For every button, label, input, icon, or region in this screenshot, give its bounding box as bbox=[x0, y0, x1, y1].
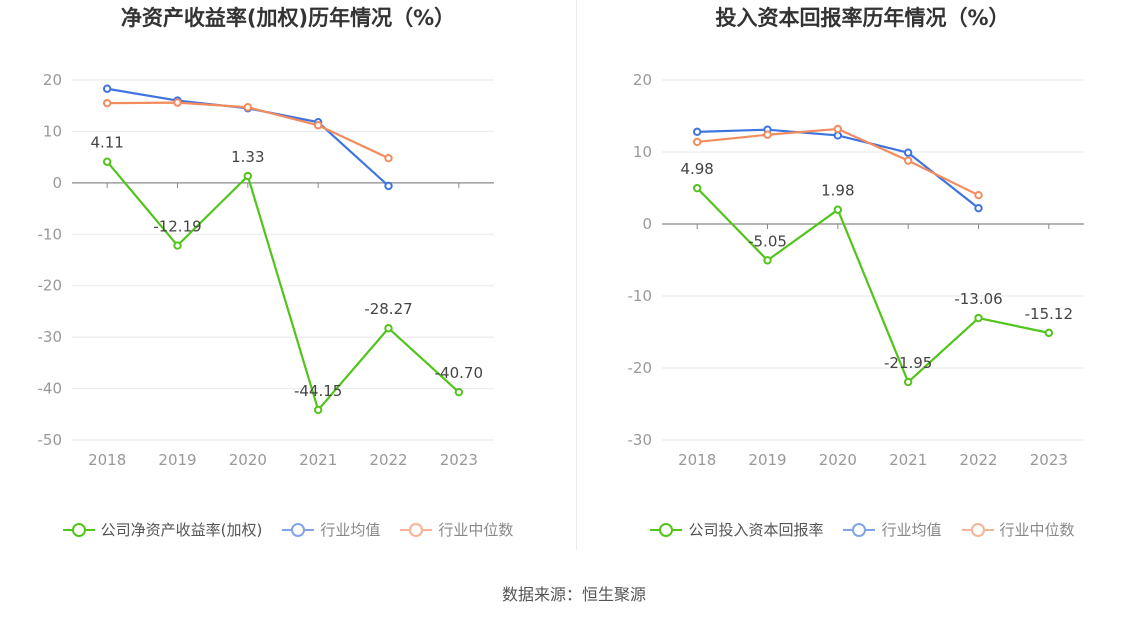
data-point-median bbox=[833, 124, 843, 134]
legend-label: 行业均值 bbox=[881, 521, 942, 539]
y-tick-label: -10 bbox=[38, 225, 63, 243]
data-label: -12.19 bbox=[153, 218, 201, 236]
data-label: -40.70 bbox=[435, 364, 483, 382]
x-tick-label: 2023 bbox=[1030, 451, 1068, 469]
roic-chart-panel: 投入资本回报率历年情况（%） 20 10 0 -10 -20 -30 2018 2019 202… bbox=[577, 0, 1148, 560]
data-label: -44.15 bbox=[294, 382, 342, 400]
y-tick-label: 10 bbox=[43, 122, 62, 140]
y-tick-label: 20 bbox=[633, 71, 652, 89]
x-tick-label: 2021 bbox=[299, 451, 337, 469]
data-point-median bbox=[974, 191, 983, 200]
y-tick-label: -40 bbox=[38, 380, 63, 398]
data-point-median bbox=[692, 137, 702, 147]
x-tick-label: 2021 bbox=[889, 451, 927, 469]
data-point-median bbox=[173, 98, 182, 107]
data-point-avg bbox=[974, 203, 983, 213]
data-point-company bbox=[974, 313, 983, 323]
data-point-company bbox=[833, 205, 843, 214]
legend-item-avg[interactable]: 行业均值 bbox=[282, 519, 380, 540]
series-line-company bbox=[696, 187, 1050, 384]
data-point-median bbox=[102, 98, 112, 108]
data-point-median bbox=[243, 103, 253, 112]
data-point-company bbox=[102, 157, 112, 166]
data-point-avg bbox=[833, 131, 843, 140]
chart-legend: 公司净资产收益率(加权) 行业均值 行业中位数 bbox=[0, 519, 576, 540]
x-tick-label: 2023 bbox=[440, 451, 478, 469]
legend-line-dot-icon bbox=[961, 522, 994, 537]
chart-title: 投入资本回报率历年情况（%） bbox=[715, 6, 1010, 30]
data-point-median bbox=[763, 130, 772, 139]
data-point-company bbox=[243, 171, 253, 181]
data-label: 4.11 bbox=[90, 134, 123, 152]
data-point-avg bbox=[384, 181, 393, 191]
series-line-company bbox=[106, 161, 460, 413]
data-point-median bbox=[384, 153, 393, 163]
x-tick-label: 2022 bbox=[369, 451, 407, 469]
roe-line-chart: 20 10 0 -10 -20 -30 -40 -50 2018 2019 2020 2021 2022… bbox=[38, 71, 494, 469]
y-tick-label: -50 bbox=[38, 431, 63, 449]
x-tick-label: 2020 bbox=[819, 451, 857, 469]
chart-legend: 公司投入资本回报率 行业均值 行业中位数 bbox=[577, 519, 1148, 540]
chart-title: 净资产收益率(加权)历年情况（%） bbox=[120, 6, 456, 30]
data-label: -13.06 bbox=[954, 290, 1002, 308]
y-tick-label: 0 bbox=[642, 215, 652, 233]
x-tick-label: 2019 bbox=[748, 451, 786, 469]
legend-item-company[interactable]: 公司净资产收益率(加权) bbox=[62, 519, 263, 540]
y-tick-label: 0 bbox=[52, 174, 62, 192]
y-tick-label: -20 bbox=[38, 277, 63, 295]
data-point-company bbox=[692, 183, 702, 193]
data-point-company bbox=[313, 405, 323, 415]
roe-chart-panel: 净资产收益率(加权)历年情况（%） 20 10 0 -10 -20 -30 -40 -50 20… bbox=[0, 0, 576, 560]
data-point-company bbox=[173, 241, 182, 250]
legend-label: 公司投入资本回报率 bbox=[688, 521, 824, 539]
data-point-company bbox=[384, 324, 393, 333]
x-tick-label: 2018 bbox=[678, 451, 716, 469]
y-tick-label: -20 bbox=[628, 359, 653, 377]
legend-item-avg[interactable]: 行业均值 bbox=[843, 519, 942, 540]
legend-item-median[interactable]: 行业中位数 bbox=[961, 519, 1075, 540]
legend-line-dot-icon bbox=[282, 522, 315, 537]
legend-label: 公司净资产收益率(加权) bbox=[100, 521, 263, 539]
x-tick-label: 2020 bbox=[229, 451, 267, 469]
legend-label: 行业中位数 bbox=[438, 521, 514, 539]
y-tick-label: -30 bbox=[38, 328, 63, 346]
data-label: -5.05 bbox=[748, 232, 787, 250]
y-tick-label: -30 bbox=[628, 431, 653, 449]
data-point-avg bbox=[102, 84, 112, 93]
panel-divider bbox=[576, 0, 577, 550]
y-tick-label: -10 bbox=[628, 287, 653, 305]
legend-label: 行业均值 bbox=[320, 521, 381, 539]
legend-line-dot-icon bbox=[843, 522, 876, 537]
data-point-median bbox=[313, 121, 323, 130]
data-point-median bbox=[903, 156, 913, 165]
data-label: 4.98 bbox=[680, 160, 713, 178]
legend-line-dot-icon bbox=[400, 522, 433, 537]
legend-item-company[interactable]: 公司投入资本回报率 bbox=[650, 519, 823, 540]
y-tick-label: 10 bbox=[633, 143, 652, 161]
data-point-company bbox=[454, 387, 464, 397]
data-label: 1.98 bbox=[821, 182, 854, 200]
data-label: 1.33 bbox=[231, 148, 264, 166]
roic-line-chart: 20 10 0 -10 -20 -30 2018 2019 2020 2021 2022 2023 4.… bbox=[628, 71, 1084, 469]
x-tick-label: 2019 bbox=[158, 451, 196, 469]
data-point-avg bbox=[903, 148, 913, 157]
data-point-company bbox=[903, 377, 913, 387]
data-point-company bbox=[1044, 328, 1054, 338]
y-tick-label: 20 bbox=[43, 71, 62, 89]
data-label: -21.95 bbox=[884, 354, 932, 372]
x-tick-label: 2018 bbox=[88, 451, 126, 469]
data-point-company bbox=[763, 256, 772, 265]
x-tick-label: 2022 bbox=[959, 451, 997, 469]
legend-line-dot-icon bbox=[650, 522, 683, 537]
legend-line-dot-icon bbox=[62, 522, 95, 537]
legend-label: 行业中位数 bbox=[999, 521, 1075, 539]
legend-item-median[interactable]: 行业中位数 bbox=[400, 519, 513, 540]
data-label: -28.27 bbox=[364, 300, 412, 318]
data-source-note: 数据来源：恒生聚源 bbox=[501, 585, 646, 604]
data-label: -15.12 bbox=[1025, 305, 1073, 323]
data-point-avg bbox=[692, 127, 702, 137]
